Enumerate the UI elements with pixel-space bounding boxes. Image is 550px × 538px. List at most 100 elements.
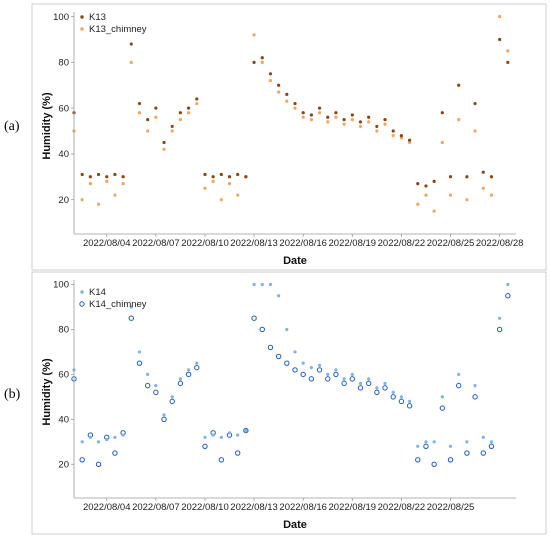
data-point: [293, 350, 297, 354]
data-point: [317, 111, 322, 115]
data-point: [186, 111, 191, 115]
data-point: [96, 440, 101, 444]
data-point: [96, 202, 101, 206]
data-point: [350, 372, 354, 376]
data-point: [177, 380, 184, 387]
data-point: [195, 101, 199, 106]
data-point: [367, 120, 371, 124]
data-point: [505, 293, 511, 299]
data-point: [382, 385, 388, 391]
data-point: [121, 433, 125, 437]
data-point: [464, 450, 470, 456]
legend-entry-k14-chimney: K14_chimney: [89, 299, 147, 310]
data-point: [243, 427, 249, 434]
data-point: [203, 186, 207, 190]
data-point: [162, 413, 166, 417]
data-point: [506, 49, 510, 53]
data-point: [293, 106, 297, 110]
legend-entry-k14: K14: [89, 287, 106, 298]
series-marks: [72, 14, 510, 213]
data-point: [244, 428, 248, 433]
data-point: [162, 140, 166, 145]
y-tick-label: 100: [53, 280, 69, 291]
y-axis-title: Humidity (%): [41, 92, 53, 160]
data-point: [113, 172, 117, 177]
y-tick-label: 40: [58, 415, 69, 426]
legend-marker-k13: [80, 15, 84, 19]
data-point: [334, 368, 338, 372]
data-point: [496, 326, 503, 333]
data-point: [112, 450, 118, 456]
data-point: [293, 101, 297, 106]
x-tick-label: 2022/08/13: [230, 502, 278, 513]
y-tick-label: 80: [58, 58, 69, 69]
data-point: [128, 315, 134, 321]
data-point: [309, 113, 313, 117]
data-point: [285, 92, 289, 96]
data-point: [375, 124, 379, 129]
data-point: [326, 115, 330, 119]
data-point: [268, 72, 273, 76]
data-point: [440, 395, 444, 399]
data-point: [473, 129, 477, 133]
data-point: [473, 101, 477, 106]
data-point: [129, 42, 133, 46]
data-point: [375, 386, 379, 390]
series-k13: [72, 37, 510, 188]
data-point: [105, 175, 109, 179]
data-point: [260, 56, 264, 60]
x-axis-title: Date: [283, 519, 307, 531]
data-point: [472, 394, 478, 400]
data-point: [146, 372, 150, 376]
data-point: [416, 202, 420, 206]
data-point: [301, 115, 305, 119]
data-point: [481, 435, 485, 439]
data-point: [342, 377, 346, 381]
x-axis-title: Date: [283, 255, 307, 267]
data-point: [277, 90, 281, 94]
data-point: [252, 282, 256, 287]
data-point: [481, 186, 485, 190]
y-tick-label: 60: [58, 370, 69, 381]
data-point: [390, 394, 396, 400]
data-point: [300, 371, 306, 378]
data-point: [236, 172, 240, 177]
data-point: [284, 360, 290, 366]
x-tick-label: 2022/08/04: [83, 238, 131, 249]
data-point: [358, 381, 363, 385]
data-point: [489, 175, 494, 179]
data-point: [308, 376, 315, 382]
data-point: [383, 122, 387, 126]
legend-marker-k14-chimney: [79, 301, 85, 307]
data-point: [398, 398, 405, 405]
data-point: [227, 175, 232, 179]
x-tick-label: 2022/08/10: [181, 238, 229, 249]
series-marks: [71, 282, 511, 467]
data-point: [80, 198, 84, 202]
x-tick-label: 2022/08/28: [476, 238, 524, 249]
data-point: [301, 111, 305, 115]
x-ticks: 2022/08/04 2022/08/07 2022/08/10 2022/08/13…: [83, 234, 523, 249]
x-tick-label: 2022/08/19: [329, 238, 377, 249]
data-point: [432, 440, 436, 444]
data-point: [121, 175, 125, 179]
data-point: [506, 282, 510, 287]
data-point: [406, 403, 413, 409]
data-point: [349, 376, 355, 382]
data-point: [203, 435, 207, 439]
data-point: [399, 395, 404, 399]
data-point: [358, 120, 363, 124]
data-point: [129, 305, 133, 309]
data-point: [341, 380, 347, 387]
data-point: [456, 382, 462, 389]
y-axis-title: Humidity (%): [41, 358, 53, 426]
data-point: [195, 97, 199, 101]
data-point: [424, 184, 428, 188]
data-point: [498, 316, 502, 320]
data-point: [259, 326, 265, 333]
data-point: [448, 193, 453, 197]
x-tick-label: 2022/08/22: [378, 502, 426, 513]
data-point: [489, 193, 494, 197]
data-point: [473, 384, 477, 388]
